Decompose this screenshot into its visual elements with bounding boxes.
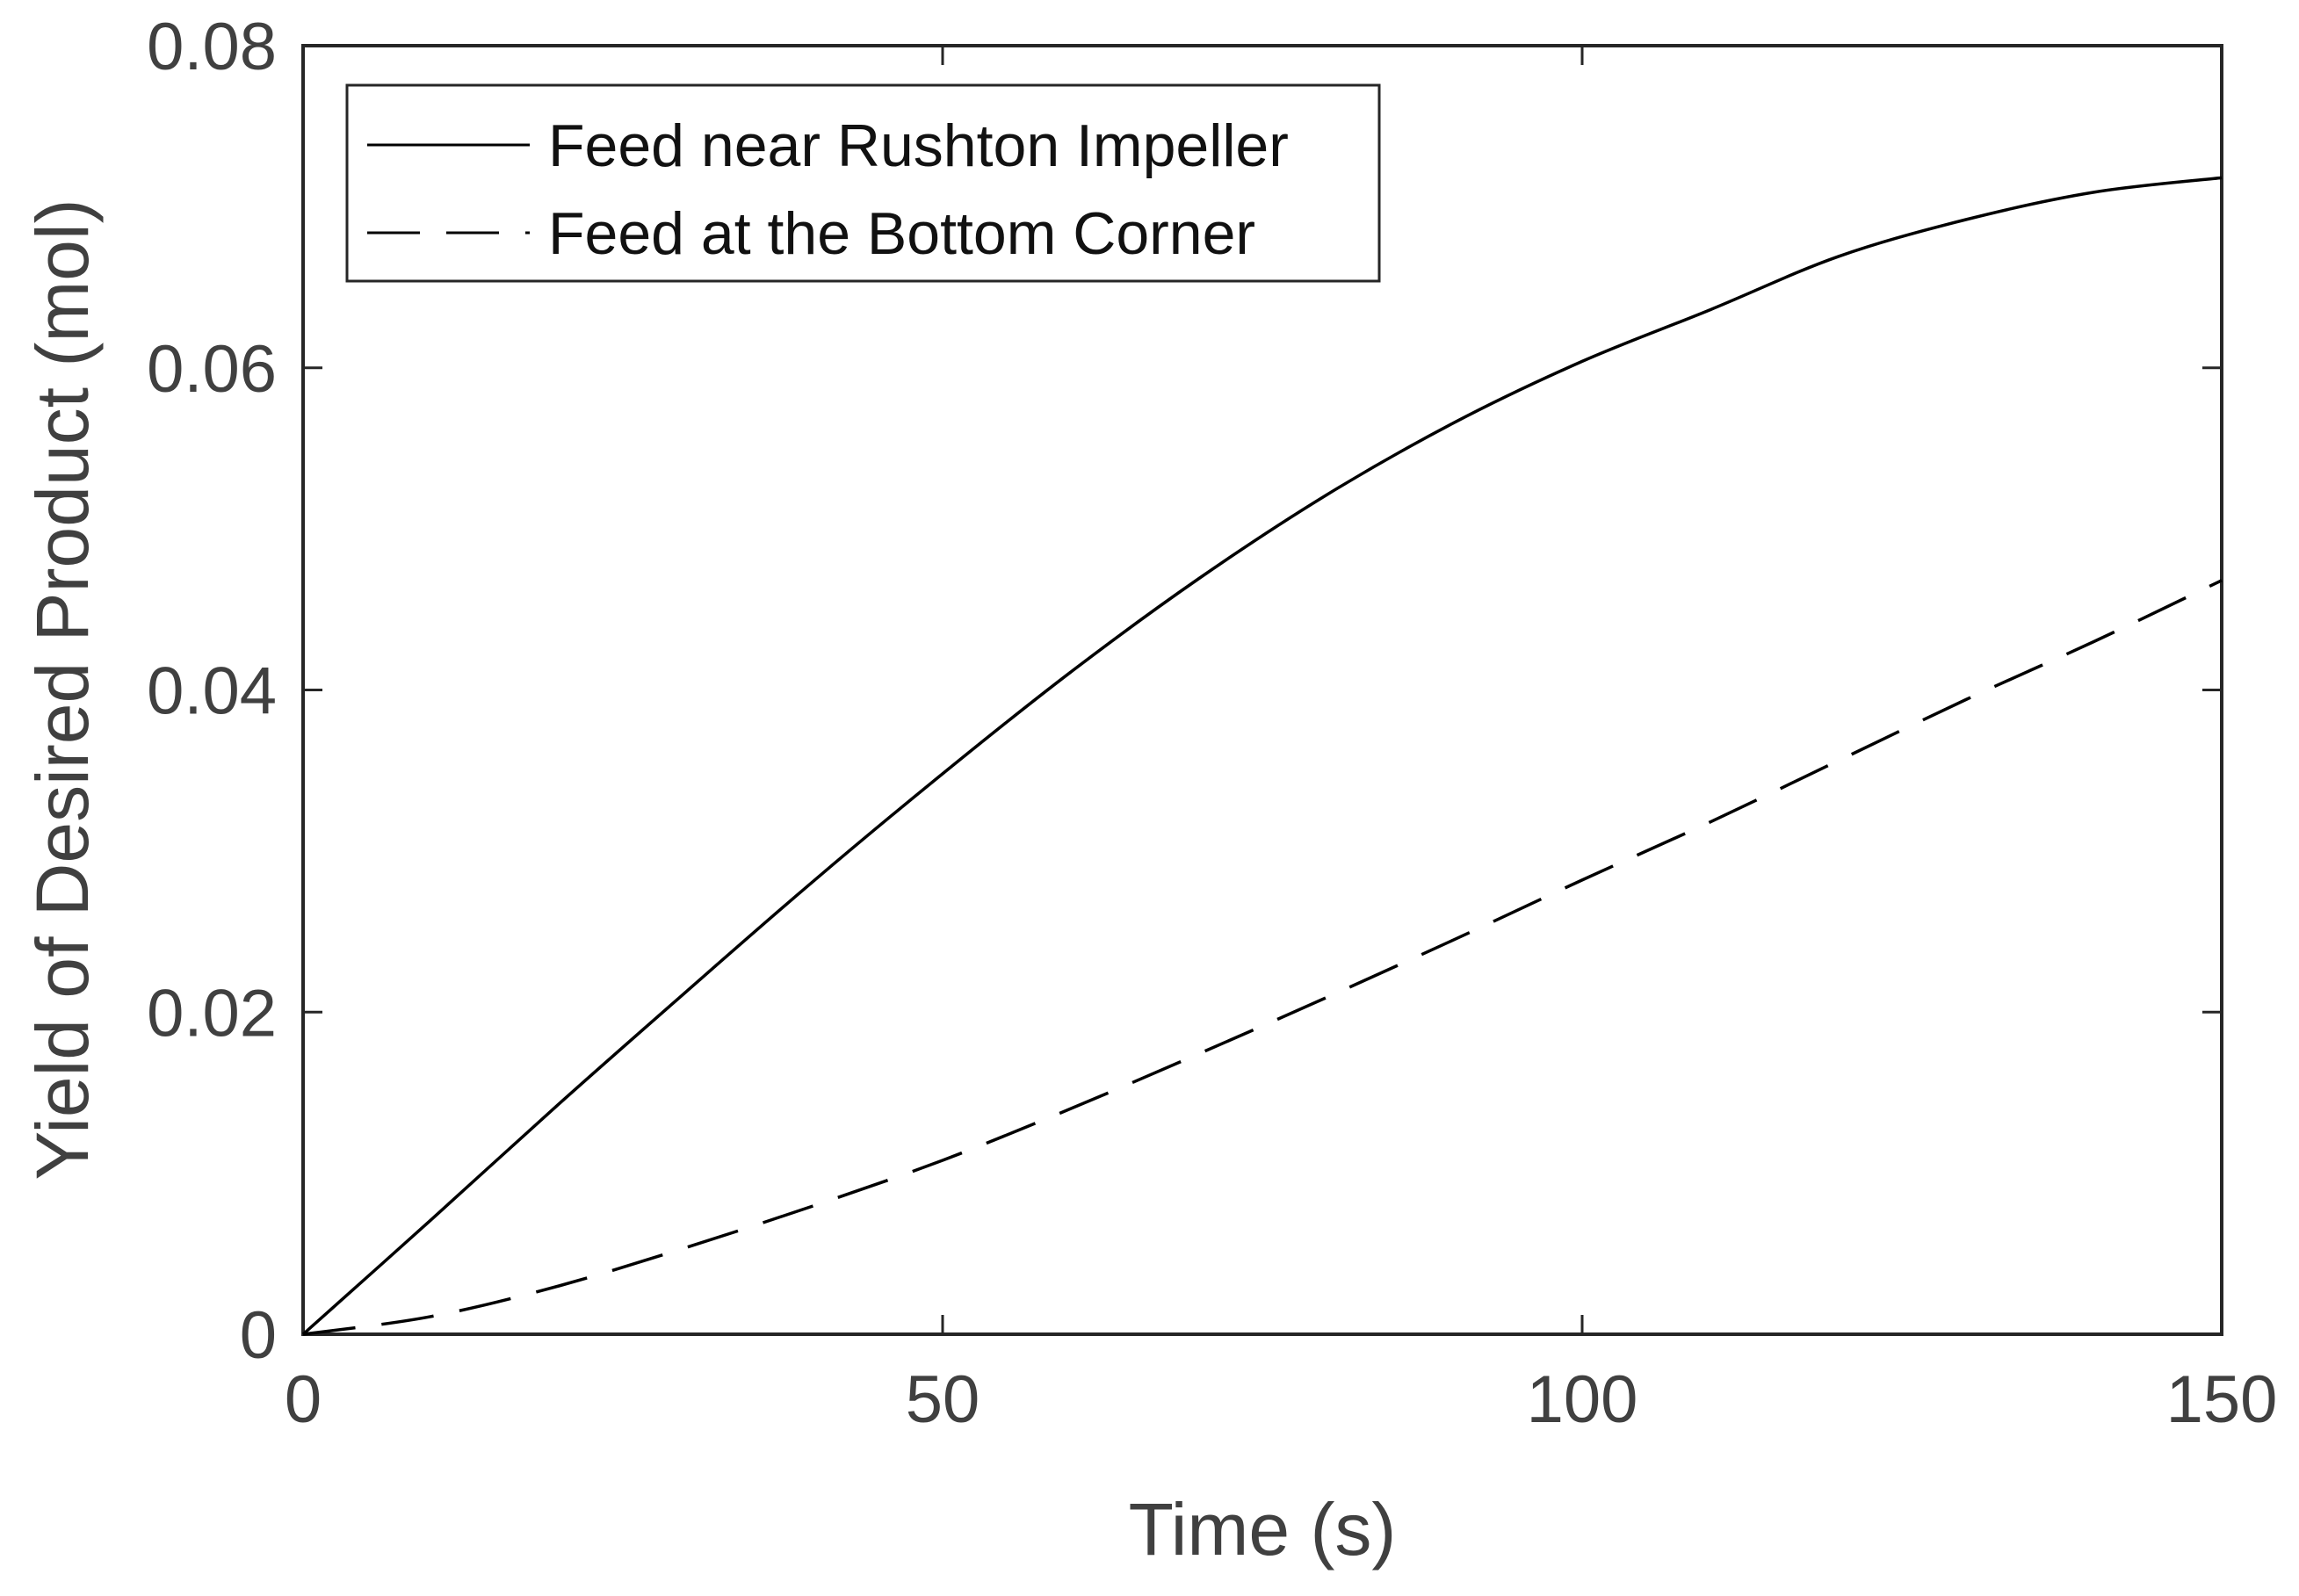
x-axis-label: Time (s) — [1129, 1488, 1397, 1571]
y-tick-label: 0 — [240, 1298, 277, 1373]
series-layer — [301, 176, 2223, 1336]
legend: Feed near Rushton Impeller Feed at the B… — [345, 83, 1381, 283]
series-line-bottom-corner — [302, 579, 2223, 1336]
y-tick-label: 0.02 — [147, 976, 277, 1051]
y-axis-label: Yield of Desired Product (mol) — [21, 199, 104, 1180]
y-tick-label: 0.08 — [147, 10, 277, 84]
x-tick-label: 0 — [285, 1362, 322, 1437]
x-tick-label: 100 — [1527, 1362, 1638, 1437]
y-tick-label: 0.06 — [147, 332, 277, 407]
y-tick-label: 0.04 — [147, 654, 277, 729]
x-tick-label: 50 — [906, 1362, 980, 1437]
x-tick-label: 150 — [2166, 1362, 2278, 1437]
legend-box — [345, 83, 1381, 283]
series-line-rushton — [301, 176, 2223, 1336]
axis-ticks: 0 50 100 150 0 0.02 0.04 0.06 0.08 — [147, 10, 2277, 1437]
legend-label-bottom-corner: Feed at the Bottom Corner — [548, 200, 1255, 267]
legend-label-rushton: Feed near Rushton Impeller — [548, 112, 1289, 179]
